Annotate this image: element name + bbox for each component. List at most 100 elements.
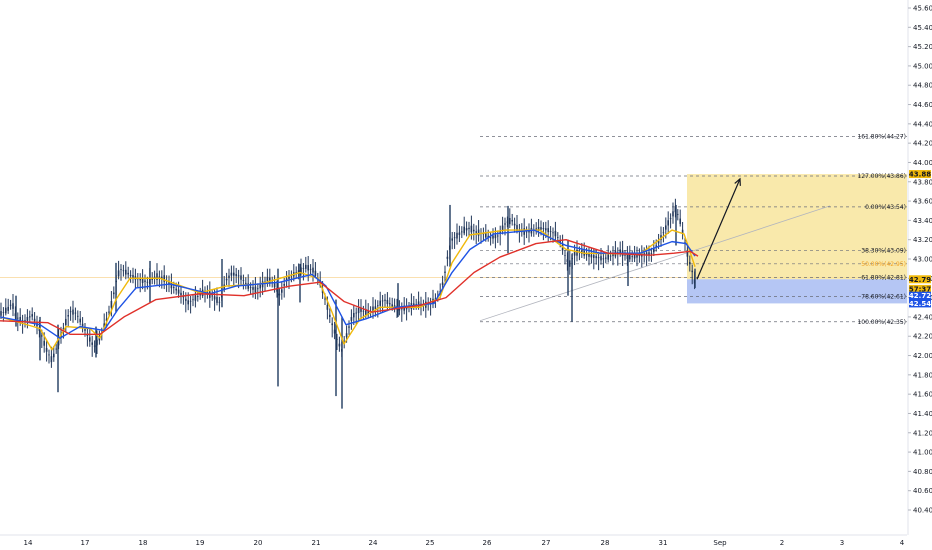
candle-body (355, 312, 357, 314)
candle-body (653, 248, 655, 253)
candle-body (122, 270, 125, 272)
moving-average-line[interactable] (0, 229, 696, 351)
stop-zone[interactable] (687, 279, 907, 304)
candle-body (312, 267, 314, 273)
candle-body (41, 335, 43, 337)
candle-body (631, 256, 633, 258)
candle-body (537, 226, 540, 231)
price-label-badge (909, 291, 931, 300)
price-axis-tick-label: 45.60 (913, 5, 932, 13)
candle-body (31, 314, 33, 317)
candle-body (331, 323, 333, 326)
candle-body (235, 274, 237, 276)
candle-body (446, 256, 449, 259)
price-axis-tick-label: 45.00 (913, 62, 932, 70)
candle-body (283, 284, 285, 286)
moving-average-line[interactable] (0, 238, 699, 335)
candle-body (127, 272, 129, 275)
candle-body (499, 231, 501, 233)
price-axis-tick-label: 42.40 (913, 313, 932, 321)
candle-body (249, 287, 252, 289)
candle-body (461, 231, 463, 233)
candle-body (115, 280, 117, 283)
projection-arrow-head (734, 177, 741, 186)
candle-body (600, 256, 602, 261)
candle-body (302, 268, 305, 269)
price-axis-tick-label: 41.60 (913, 391, 932, 399)
candle-body (372, 306, 374, 313)
candle-body (149, 277, 151, 284)
candle-body (259, 284, 261, 289)
candle-body (528, 230, 530, 233)
candle-body (477, 229, 480, 236)
time-axis-tick-label: 14 (24, 539, 33, 547)
candle-body (129, 275, 132, 276)
candle-body (511, 219, 513, 222)
candle-body (26, 316, 29, 321)
candle-body (341, 348, 343, 352)
candle-body (93, 345, 96, 347)
candle-body (468, 227, 470, 230)
candle-body (242, 280, 245, 281)
candle-body (305, 264, 307, 269)
candle-body (333, 329, 336, 334)
price-label-text: 42.72 (909, 292, 931, 300)
profit-zone[interactable] (687, 174, 907, 280)
candle-body (655, 245, 657, 247)
time-axis-tick-label: 18 (139, 539, 148, 547)
candle-body (24, 320, 26, 322)
candle-body (636, 254, 638, 258)
candle-body (153, 276, 156, 279)
candle-body (314, 270, 317, 276)
candle-body (221, 294, 223, 298)
candle-body (667, 220, 669, 226)
candle-body (77, 315, 79, 317)
trendline[interactable] (479, 205, 831, 322)
candle-body (53, 353, 55, 358)
time-axis-tick-label: 3 (840, 539, 844, 547)
candle-body (233, 272, 235, 276)
candle-body (489, 237, 492, 239)
time-axis-tick-label: 25 (426, 539, 435, 547)
candle-body (386, 300, 389, 304)
price-label-text: 57:37 (909, 285, 931, 293)
candle-body (569, 260, 571, 267)
candle-body (693, 279, 696, 284)
candle-body (65, 318, 67, 325)
candle-body (151, 278, 153, 280)
price-axis-tick-label: 45.20 (913, 43, 932, 51)
candle-body (552, 232, 554, 234)
fib-level-label: 100.00%(42.35) (857, 319, 906, 326)
time-axis-tick-label: 4 (900, 539, 905, 547)
candle-body (602, 258, 605, 260)
time-axis-tick-label: 2 (780, 539, 784, 547)
candle-body (384, 299, 386, 301)
candle-body (657, 240, 660, 244)
projection-arrow-line[interactable] (696, 178, 741, 280)
candle-body (9, 304, 12, 306)
candle-body (326, 305, 329, 310)
candle-body (185, 298, 187, 301)
candle-body (571, 258, 573, 260)
candle-body (125, 269, 127, 275)
candle-body (163, 275, 165, 282)
price-axis-tick-label: 44.20 (913, 140, 932, 148)
candle-body (504, 223, 506, 225)
candle-body (573, 252, 576, 256)
candle-body (674, 207, 677, 213)
time-axis-tick-label: 26 (483, 539, 492, 547)
candle-body (501, 225, 504, 231)
candle-body (485, 232, 487, 238)
time-axis-tick-label: 20 (254, 539, 263, 547)
price-axis-tick-label: 41.00 (913, 449, 932, 457)
candle-body (441, 282, 444, 285)
moving-average-line[interactable] (0, 229, 696, 339)
fibonacci-levels-group: 161.80%(44.27) 127.00%(43.86) 0.00%(43.54)… (480, 133, 907, 326)
candle-body (225, 278, 228, 281)
fib-level-label: 161.80%(44.27) (857, 133, 906, 140)
candle-body (38, 327, 41, 331)
candle-body (605, 257, 607, 259)
time-axis-tick-label: 17 (81, 539, 90, 547)
